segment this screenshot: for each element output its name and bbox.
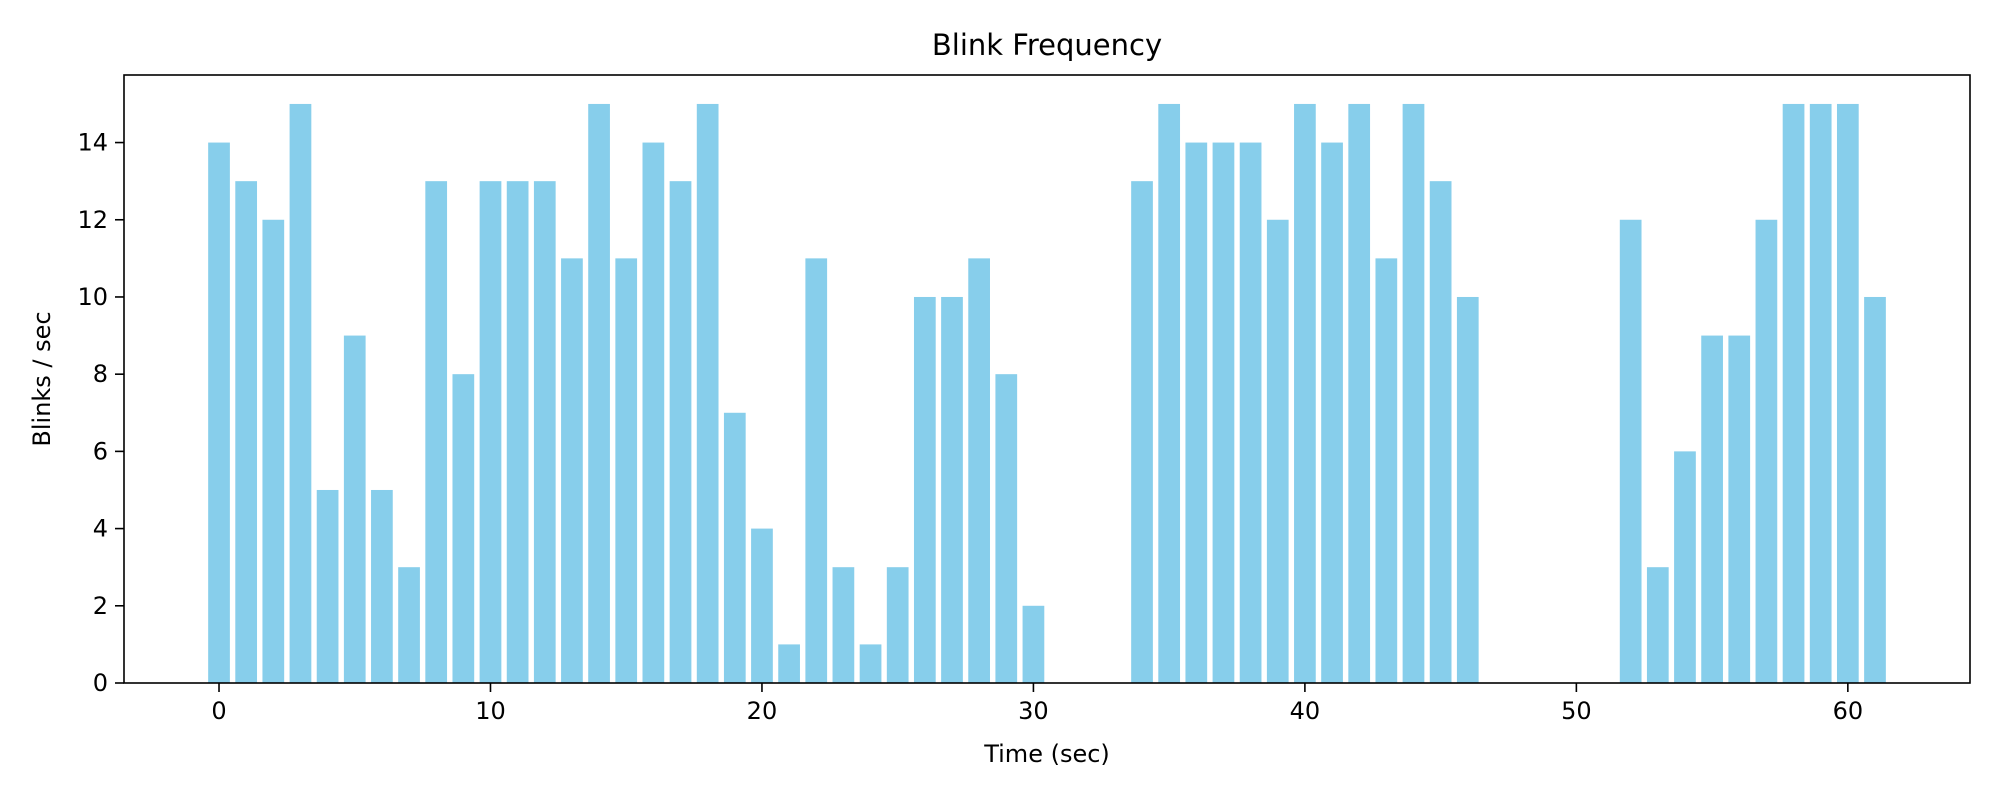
x-axis-ticks: 0 10 20 30 40 50 60 (211, 683, 1863, 725)
bar-t10 (479, 181, 502, 683)
y-tick-label: 14 (77, 129, 108, 157)
bars-group (208, 103, 1886, 683)
bar-t53 (1646, 567, 1669, 683)
bar-t35 (1158, 103, 1181, 683)
bar-t56 (1728, 335, 1751, 683)
y-tick-label: 6 (93, 437, 108, 465)
y-tick-label: 8 (93, 360, 108, 388)
bar-t59 (1809, 103, 1832, 683)
x-tick-label: 20 (747, 697, 778, 725)
y-tick-label: 0 (93, 669, 108, 697)
bar-t55 (1701, 335, 1723, 683)
plot-frame (123, 74, 1971, 684)
bar-t36 (1185, 142, 1208, 683)
bar-t26 (913, 296, 936, 683)
bar-t42 (1348, 103, 1371, 683)
bar-t34 (1131, 181, 1153, 683)
bar-t7 (398, 567, 420, 683)
bar-t8 (425, 181, 448, 683)
bar-t6 (371, 489, 393, 683)
bar-t40 (1294, 103, 1316, 683)
bar-t20 (751, 528, 773, 683)
x-tick-label: 10 (475, 697, 506, 725)
bar-t11 (506, 181, 529, 683)
bar-t22 (805, 258, 828, 683)
x-axis-label: Time (sec) (983, 740, 1110, 768)
y-axis-label: Blinks / sec (28, 311, 56, 446)
bar-t46 (1456, 296, 1479, 683)
y-axis-ticks: 0 2 4 6 8 10 12 14 (77, 129, 124, 697)
bar-t38 (1239, 142, 1262, 683)
bar-t44 (1402, 103, 1425, 683)
bar-t16 (642, 142, 665, 683)
bar-t57 (1755, 219, 1778, 683)
bar-t5 (343, 335, 366, 683)
chart-title: Blink Frequency (932, 28, 1162, 62)
bar-t45 (1429, 181, 1452, 683)
bar-t19 (723, 412, 746, 683)
bar-t58 (1782, 103, 1805, 683)
bar-t21 (778, 644, 800, 683)
bar-t17 (669, 181, 692, 683)
bar-t23 (832, 567, 855, 683)
x-tick-label: 60 (1833, 697, 1864, 725)
bar-t4 (316, 489, 339, 683)
y-tick-label: 10 (77, 283, 108, 311)
bar-t24 (859, 644, 882, 683)
bar-t0 (208, 142, 230, 683)
x-tick-label: 50 (1561, 697, 1592, 725)
x-tick-label: 0 (211, 697, 226, 725)
y-tick-label: 12 (77, 206, 108, 234)
bar-t30 (1022, 605, 1045, 683)
bar-t18 (696, 103, 719, 683)
y-tick-label: 2 (93, 592, 108, 620)
y-tick-label: 4 (93, 515, 108, 543)
bar-t13 (561, 258, 583, 683)
bar-t43 (1375, 258, 1398, 683)
bar-t41 (1321, 142, 1343, 683)
bar-t14 (588, 103, 610, 683)
bar-t1 (235, 181, 258, 683)
bar-t9 (452, 374, 475, 683)
bar-t54 (1674, 451, 1696, 683)
bar-t29 (995, 374, 1018, 683)
bar-t25 (886, 567, 909, 683)
bar-t39 (1266, 219, 1289, 683)
bar-t37 (1212, 142, 1235, 683)
bar-t12 (533, 181, 556, 683)
bar-t15 (615, 258, 638, 683)
bar-t60 (1836, 103, 1859, 683)
x-tick-label: 40 (1290, 697, 1321, 725)
bar-t28 (968, 258, 990, 683)
bar-t27 (941, 296, 963, 683)
bar-t61 (1864, 296, 1886, 683)
bar-t3 (289, 103, 312, 683)
bar-t2 (262, 219, 285, 683)
bar-t52 (1619, 219, 1642, 683)
x-tick-label: 30 (1018, 697, 1049, 725)
